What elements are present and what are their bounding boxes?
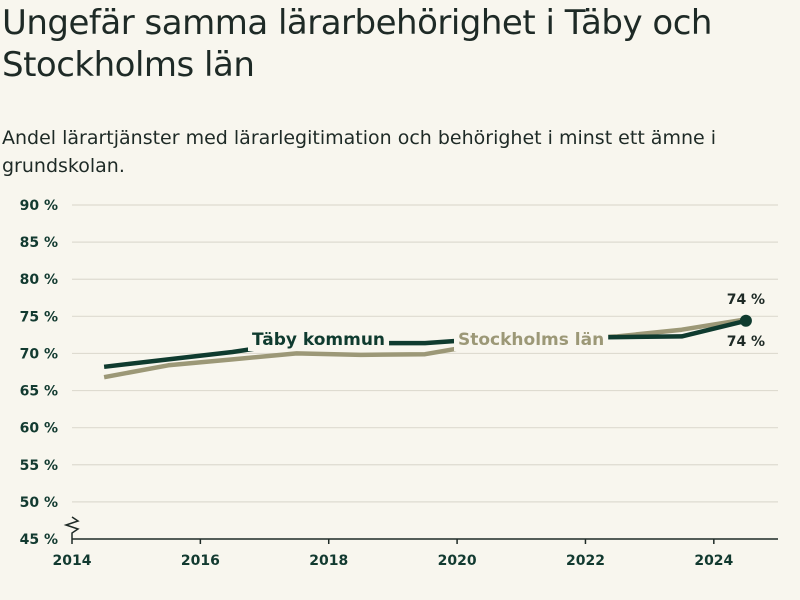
series-lines	[103, 314, 752, 380]
y-tick-label: 70 %	[20, 346, 58, 362]
series-line-stockholm	[103, 317, 747, 380]
series-end-point-taby	[739, 314, 752, 327]
end-value-label-taby: 74 %	[727, 334, 765, 350]
x-axis-ticks: 2014 2016 2018 2020 2022 2024	[53, 539, 734, 569]
series-label-stockholm-bg	[454, 329, 609, 351]
y-tick-label: 80 %	[20, 272, 58, 288]
y-tick-label: 75 %	[20, 309, 58, 325]
y-axis-ticks: 90 % 85 % 80 % 75 % 70 % 65 % 60 % 55 % 50 % 45 %	[20, 198, 58, 548]
y-tick-label: 65 %	[20, 384, 58, 400]
series-line-taby	[103, 318, 747, 370]
x-axis	[63, 516, 778, 540]
chart-subtitle: Andel lärartjänster med lärarlegitimatio…	[2, 127, 717, 177]
x-tick-label: 2014	[53, 553, 92, 569]
series-label-taby-bg	[248, 329, 390, 351]
axis-break-marker	[63, 516, 80, 539]
series-label-taby: Täby kommun	[252, 330, 385, 350]
series-label-stockholm: Stockholms län	[458, 330, 604, 350]
x-tick-label: 2022	[566, 553, 605, 569]
series-labels: Täby kommun Stockholms län 74 % 74 %	[248, 292, 765, 351]
x-tick-label: 2016	[181, 553, 220, 569]
end-value-label-stockholm: 74 %	[727, 292, 765, 308]
x-tick-label: 2020	[438, 553, 477, 569]
y-tick-label: 85 %	[20, 235, 58, 251]
y-tick-label: 50 %	[20, 495, 58, 511]
y-tick-label: 45 %	[20, 532, 58, 548]
y-tick-label: 60 %	[20, 421, 58, 437]
chart-title: Ungefär samma lärarbehörighet i Täby och…	[2, 3, 712, 85]
y-tick-label: 55 %	[20, 458, 58, 474]
x-tick-label: 2024	[694, 553, 733, 569]
x-tick-label: 2018	[309, 553, 348, 569]
y-tick-label: 90 %	[20, 198, 58, 214]
